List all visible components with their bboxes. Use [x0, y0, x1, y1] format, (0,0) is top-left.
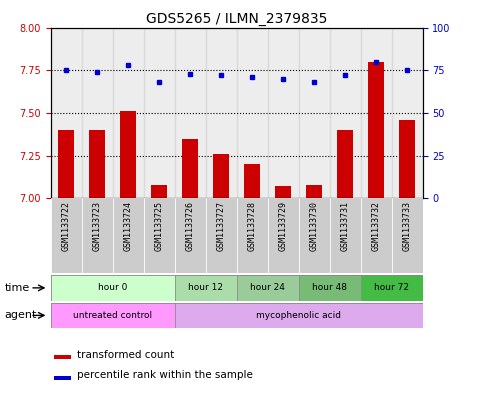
Text: transformed count: transformed count: [77, 350, 174, 360]
Bar: [175, 198, 206, 273]
Bar: [82, 28, 113, 198]
Bar: [338, 130, 353, 198]
Bar: [392, 198, 423, 273]
Bar: [268, 28, 298, 198]
Bar: [206, 198, 237, 273]
Bar: [120, 111, 136, 198]
Bar: [330, 28, 361, 198]
Bar: [51, 303, 175, 328]
Text: hour 72: hour 72: [374, 283, 409, 292]
Bar: [275, 187, 291, 198]
Bar: [55, 376, 71, 380]
Bar: [237, 275, 298, 301]
Text: GSM1133732: GSM1133732: [371, 201, 381, 251]
Bar: [152, 185, 167, 198]
Text: percentile rank within the sample: percentile rank within the sample: [77, 370, 253, 380]
Text: GSM1133731: GSM1133731: [341, 201, 350, 251]
Bar: [51, 275, 175, 301]
Bar: [51, 28, 82, 198]
Bar: [213, 154, 229, 198]
Bar: [361, 198, 392, 273]
Text: GSM1133733: GSM1133733: [403, 201, 412, 251]
Bar: [144, 198, 175, 273]
Text: GSM1133723: GSM1133723: [93, 201, 102, 251]
Text: GSM1133725: GSM1133725: [155, 201, 164, 251]
Bar: [369, 62, 384, 198]
Bar: [392, 28, 423, 198]
Text: GSM1133727: GSM1133727: [217, 201, 226, 251]
Bar: [175, 28, 206, 198]
Bar: [361, 28, 392, 198]
Bar: [399, 120, 415, 198]
Bar: [306, 185, 322, 198]
Text: GSM1133724: GSM1133724: [124, 201, 133, 251]
Bar: [144, 28, 175, 198]
Bar: [237, 28, 268, 198]
Bar: [183, 139, 198, 198]
Bar: [298, 275, 361, 301]
Title: GDS5265 / ILMN_2379835: GDS5265 / ILMN_2379835: [146, 13, 327, 26]
Bar: [268, 198, 298, 273]
Text: hour 48: hour 48: [312, 283, 347, 292]
Text: GSM1133728: GSM1133728: [248, 201, 256, 251]
Bar: [244, 164, 260, 198]
Bar: [175, 275, 237, 301]
Bar: [206, 28, 237, 198]
Bar: [298, 28, 330, 198]
Bar: [329, 198, 361, 273]
Bar: [175, 303, 423, 328]
Text: hour 12: hour 12: [188, 283, 223, 292]
Bar: [113, 28, 144, 198]
Text: hour 24: hour 24: [250, 283, 285, 292]
Text: time: time: [5, 283, 30, 293]
Bar: [237, 198, 268, 273]
Bar: [51, 198, 82, 273]
Text: agent: agent: [5, 310, 37, 320]
Text: untreated control: untreated control: [73, 311, 152, 320]
Text: mycophenolic acid: mycophenolic acid: [256, 311, 341, 320]
Bar: [89, 130, 105, 198]
Text: hour 0: hour 0: [98, 283, 128, 292]
Bar: [361, 275, 423, 301]
Bar: [113, 198, 144, 273]
Text: GSM1133730: GSM1133730: [310, 201, 319, 251]
Bar: [298, 198, 329, 273]
Text: GSM1133722: GSM1133722: [62, 201, 71, 251]
Bar: [55, 355, 71, 360]
Bar: [82, 198, 113, 273]
Text: GSM1133729: GSM1133729: [279, 201, 288, 251]
Bar: [58, 130, 74, 198]
Text: GSM1133726: GSM1133726: [185, 201, 195, 251]
